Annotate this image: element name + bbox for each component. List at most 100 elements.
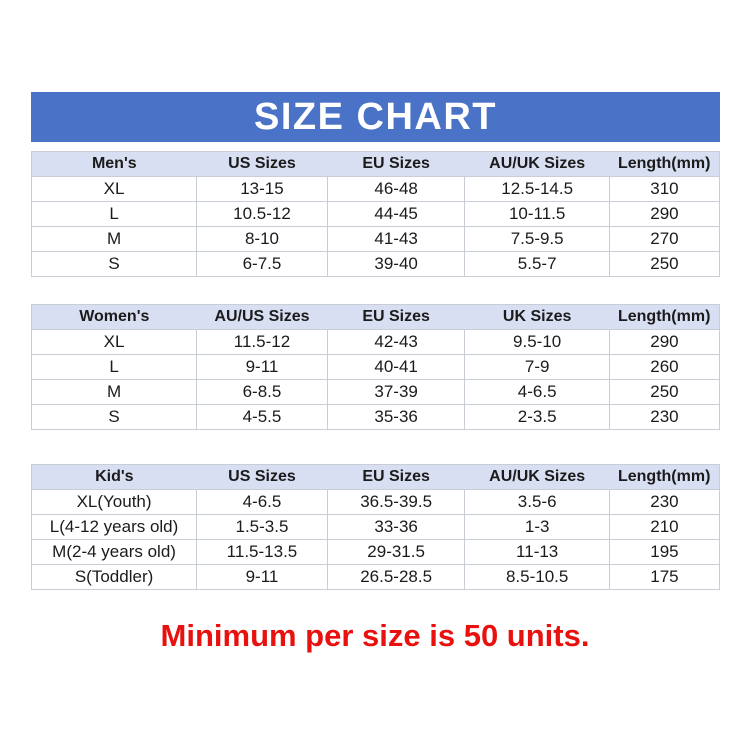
table-cell: M(2-4 years old) [30, 539, 198, 565]
table-cell: 39-40 [326, 251, 466, 277]
table-cell: 37-39 [326, 379, 466, 405]
column-header: UK Sizes [464, 304, 610, 330]
table-cell: 36.5-39.5 [326, 489, 466, 515]
table-cell: L(4-12 years old) [30, 514, 198, 540]
table-cell: 210 [608, 514, 721, 540]
table-cell: 42-43 [326, 329, 466, 355]
column-header: AU/US Sizes [196, 304, 328, 330]
table-cell: 29-31.5 [326, 539, 466, 565]
table-cell: L [30, 201, 198, 227]
minimum-order-note: Minimum per size is 50 units. [160, 618, 590, 653]
column-header: Women's [31, 304, 197, 330]
table-row: XL 11.5-12 42-43 9.5-10 290 [30, 329, 721, 355]
table-cell: 10.5-12 [196, 201, 328, 227]
table-row: M 8-10 41-43 7.5-9.5 270 [30, 226, 721, 252]
column-header: Length(mm) [609, 304, 720, 330]
table-cell: 1-3 [464, 514, 610, 540]
table-cell: 290 [608, 201, 721, 227]
table-cell: 10-11.5 [464, 201, 610, 227]
table-cell: 310 [608, 176, 721, 202]
table-cell: 250 [608, 251, 721, 277]
table-cell: 33-36 [326, 514, 466, 540]
table-cell: 4-6.5 [464, 379, 610, 405]
table-cell: 9-11 [196, 354, 328, 380]
table-cell: 6-8.5 [196, 379, 328, 405]
column-header: Kid's [31, 464, 197, 490]
table-row: S 6-7.5 39-40 5.5-7 250 [30, 251, 721, 277]
table-cell: 195 [608, 539, 721, 565]
table-cell: S [30, 404, 198, 430]
column-header: EU Sizes [327, 464, 465, 490]
table-cell: 270 [608, 226, 721, 252]
table-row: L 10.5-12 44-45 10-11.5 290 [30, 201, 721, 227]
column-header: AU/UK Sizes [464, 151, 610, 177]
table-row: S(Toddler) 9-11 26.5-28.5 8.5-10.5 175 [30, 564, 721, 590]
table-cell: S(Toddler) [30, 564, 198, 590]
table-cell: 3.5-6 [464, 489, 610, 515]
column-header: Men's [31, 151, 197, 177]
table-cell: 230 [608, 489, 721, 515]
table-cell: 9-11 [196, 564, 328, 590]
table-cell: 11.5-13.5 [196, 539, 328, 565]
table-cell: 26.5-28.5 [326, 564, 466, 590]
column-header: EU Sizes [327, 151, 465, 177]
table-row: L(4-12 years old) 1.5-3.5 33-36 1-3 210 [30, 514, 721, 540]
table-cell: L [30, 354, 198, 380]
table-cell: 290 [608, 329, 721, 355]
table-cell: 6-7.5 [196, 251, 328, 277]
table-cell: M [30, 226, 198, 252]
table-cell: 40-41 [326, 354, 466, 380]
table-cell: 11.5-12 [196, 329, 328, 355]
size-table: Men's US Sizes EU Sizes AU/UK Sizes Length(m… [30, 151, 721, 277]
table-cell: 13-15 [196, 176, 328, 202]
table-cell: 7.5-9.5 [464, 226, 610, 252]
column-header: AU/UK Sizes [464, 464, 610, 490]
column-header: US Sizes [196, 151, 328, 177]
table-cell: 175 [608, 564, 721, 590]
table-cell: 8.5-10.5 [464, 564, 610, 590]
table-cell: 4-5.5 [196, 404, 328, 430]
size-table: Women's AU/US Sizes EU Sizes UK Sizes Length… [30, 304, 721, 430]
table-row: S 4-5.5 35-36 2-3.5 230 [30, 404, 721, 430]
table-cell: S [30, 251, 198, 277]
column-header: EU Sizes [327, 304, 465, 330]
column-header: Length(mm) [609, 464, 720, 490]
table-cell: XL [30, 176, 198, 202]
mens-size-table: Men's US Sizes EU Sizes AU/UK Sizes Length(m… [30, 151, 721, 277]
womens-size-table: Women's AU/US Sizes EU Sizes UK Sizes Length… [30, 304, 721, 430]
table-row: M 6-8.5 37-39 4-6.5 250 [30, 379, 721, 405]
kids-size-table: Kid's US Sizes EU Sizes AU/UK Sizes Length(m… [30, 464, 721, 590]
size-chart-title: SIZE CHART [254, 95, 497, 138]
table-cell: 41-43 [326, 226, 466, 252]
table-cell: 7-9 [464, 354, 610, 380]
table-cell: 46-48 [326, 176, 466, 202]
table-cell: 11-13 [464, 539, 610, 565]
table-cell: 230 [608, 404, 721, 430]
table-cell: 4-6.5 [196, 489, 328, 515]
table-cell: 12.5-14.5 [464, 176, 610, 202]
header-row: Kid's US Sizes EU Sizes AU/UK Sizes Length(m… [31, 464, 720, 490]
table-row: M(2-4 years old) 11.5-13.5 29-31.5 11-13 195 [30, 539, 721, 565]
table-cell: 9.5-10 [464, 329, 610, 355]
header-row: Women's AU/US Sizes EU Sizes UK Sizes Length… [31, 304, 720, 330]
header-row: Men's US Sizes EU Sizes AU/UK Sizes Length(m… [31, 151, 720, 177]
table-cell: 2-3.5 [464, 404, 610, 430]
table-cell: 35-36 [326, 404, 466, 430]
size-table: Kid's US Sizes EU Sizes AU/UK Sizes Length(m… [30, 464, 721, 590]
table-row: XL 13-15 46-48 12.5-14.5 310 [30, 176, 721, 202]
table-cell: 250 [608, 379, 721, 405]
column-header: US Sizes [196, 464, 328, 490]
table-cell: 5.5-7 [464, 251, 610, 277]
table-cell: 260 [608, 354, 721, 380]
table-cell: XL [30, 329, 198, 355]
table-cell: 1.5-3.5 [196, 514, 328, 540]
table-cell: M [30, 379, 198, 405]
table-cell: 44-45 [326, 201, 466, 227]
size-chart-banner: SIZE CHART [31, 92, 720, 142]
table-cell: 8-10 [196, 226, 328, 252]
table-cell: XL(Youth) [30, 489, 198, 515]
table-row: L 9-11 40-41 7-9 260 [30, 354, 721, 380]
column-header: Length(mm) [609, 151, 720, 177]
table-row: XL(Youth) 4-6.5 36.5-39.5 3.5-6 230 [30, 489, 721, 515]
